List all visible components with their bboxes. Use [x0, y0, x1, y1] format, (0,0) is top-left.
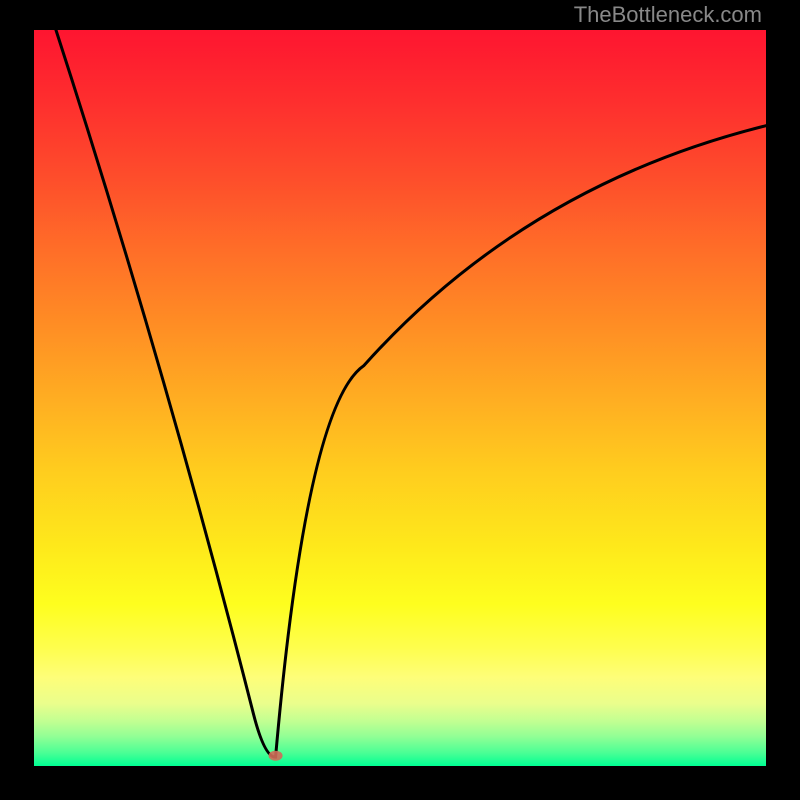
chart-frame: TheBottleneck.com [0, 0, 800, 800]
watermark-text: TheBottleneck.com [574, 2, 762, 28]
plot-area [34, 30, 766, 766]
bottleneck-curve [56, 30, 766, 757]
min-marker [269, 751, 283, 761]
curve-layer [34, 30, 766, 766]
